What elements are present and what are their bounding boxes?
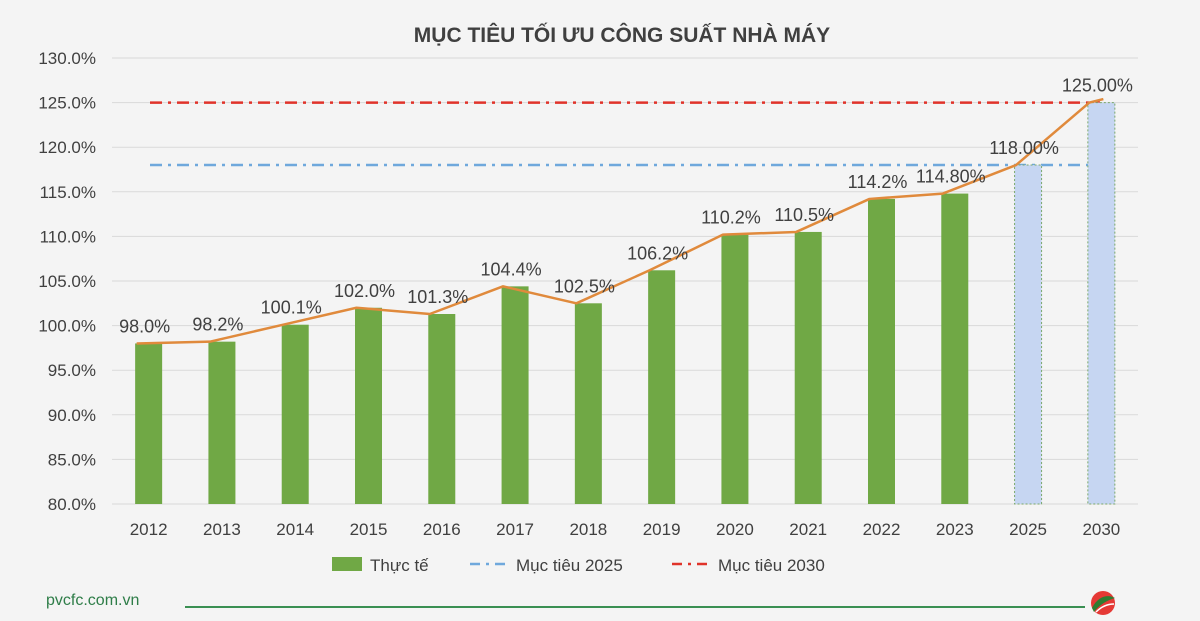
bar	[941, 193, 969, 505]
legend-swatch	[332, 557, 362, 571]
reference-lines	[150, 101, 1100, 167]
data-labels: 98.0% 98.2% 100.1% 102.0% 101.3% 104.4% 102.5%…	[119, 76, 1133, 337]
y-tick-label: 80.0%	[48, 495, 96, 514]
legend: Thực tế Mục tiêu 2025 Mục tiêu 2030	[332, 556, 825, 575]
data-label: 106.2%	[627, 243, 688, 263]
chart-title: MỤC TIÊU TỐI ƯU CÔNG SUẤT NHÀ MÁY	[414, 23, 830, 47]
x-tick-label: 2018	[569, 520, 607, 539]
data-label: 101.3%	[407, 287, 468, 307]
bar	[355, 307, 382, 504]
bars	[135, 102, 1116, 505]
y-tick-label: 95.0%	[48, 361, 96, 380]
trend-path	[136, 97, 1104, 345]
y-axis: 80.0% 85.0% 90.0% 95.0% 100.0% 105.0% 110.0% 11…	[38, 49, 96, 514]
x-axis: 2012 2013 2014 2015 2016 2017 2018 2019 2020 2021…	[130, 520, 1121, 539]
data-label: 118.00%	[989, 138, 1059, 158]
x-tick-label: 2030	[1082, 520, 1120, 539]
x-tick-label: 2023	[936, 520, 974, 539]
data-label: 110.2%	[701, 208, 761, 228]
data-label: 102.0%	[334, 281, 395, 301]
data-label: 110.5%	[774, 205, 834, 225]
data-label: 98.2%	[192, 315, 243, 335]
bar	[501, 286, 529, 504]
bar	[281, 324, 309, 504]
y-tick-label: 110.0%	[40, 227, 96, 246]
x-tick-label: 2020	[716, 520, 754, 539]
y-tick-label: 105.0%	[38, 272, 96, 291]
x-tick-label: 2022	[863, 520, 901, 539]
x-tick-label: 2015	[350, 520, 388, 539]
y-tick-label: 115.0%	[40, 183, 96, 202]
footer-divider	[185, 606, 1085, 608]
x-tick-label: 2013	[203, 520, 241, 539]
x-tick-label: 2012	[130, 520, 168, 539]
data-label: 104.4%	[481, 259, 542, 279]
pvcfc-logo-icon	[1091, 591, 1115, 615]
y-tick-label: 90.0%	[48, 406, 96, 425]
y-tick-label: 120.0%	[38, 138, 96, 157]
y-tick-label: 85.0%	[48, 450, 96, 469]
bar	[428, 314, 456, 504]
legend-label: Mục tiêu 2030	[718, 556, 825, 575]
y-tick-label: 100.0%	[38, 317, 96, 336]
bar	[574, 303, 602, 504]
data-label: 100.1%	[261, 298, 322, 318]
x-tick-label: 2021	[789, 520, 827, 539]
bar	[721, 234, 749, 504]
bar	[135, 343, 163, 504]
footer-site-link[interactable]: pvcfc.com.vn	[46, 592, 140, 609]
data-label: 102.5%	[554, 276, 615, 296]
bar	[868, 198, 895, 504]
x-tick-label: 2019	[643, 520, 681, 539]
x-tick-label: 2014	[276, 520, 314, 539]
y-tick-label: 130.0%	[38, 49, 96, 68]
data-label: 114.80%	[916, 167, 986, 187]
data-label: 114.2%	[848, 172, 908, 192]
bar	[1014, 164, 1043, 505]
legend-label: Mục tiêu 2025	[516, 556, 623, 575]
x-tick-label: 2016	[423, 520, 461, 539]
x-tick-label: 2017	[496, 520, 534, 539]
legend-label: Thực tế	[370, 556, 429, 575]
bar	[794, 231, 822, 504]
trend-line	[136, 97, 1104, 345]
bar	[648, 270, 676, 504]
bar	[1087, 102, 1116, 505]
data-label: 98.0%	[119, 316, 170, 336]
x-tick-label: 2025	[1009, 520, 1047, 539]
data-label: 125.00%	[1062, 76, 1133, 96]
bar	[208, 341, 236, 504]
y-tick-label: 125.0%	[38, 94, 96, 113]
